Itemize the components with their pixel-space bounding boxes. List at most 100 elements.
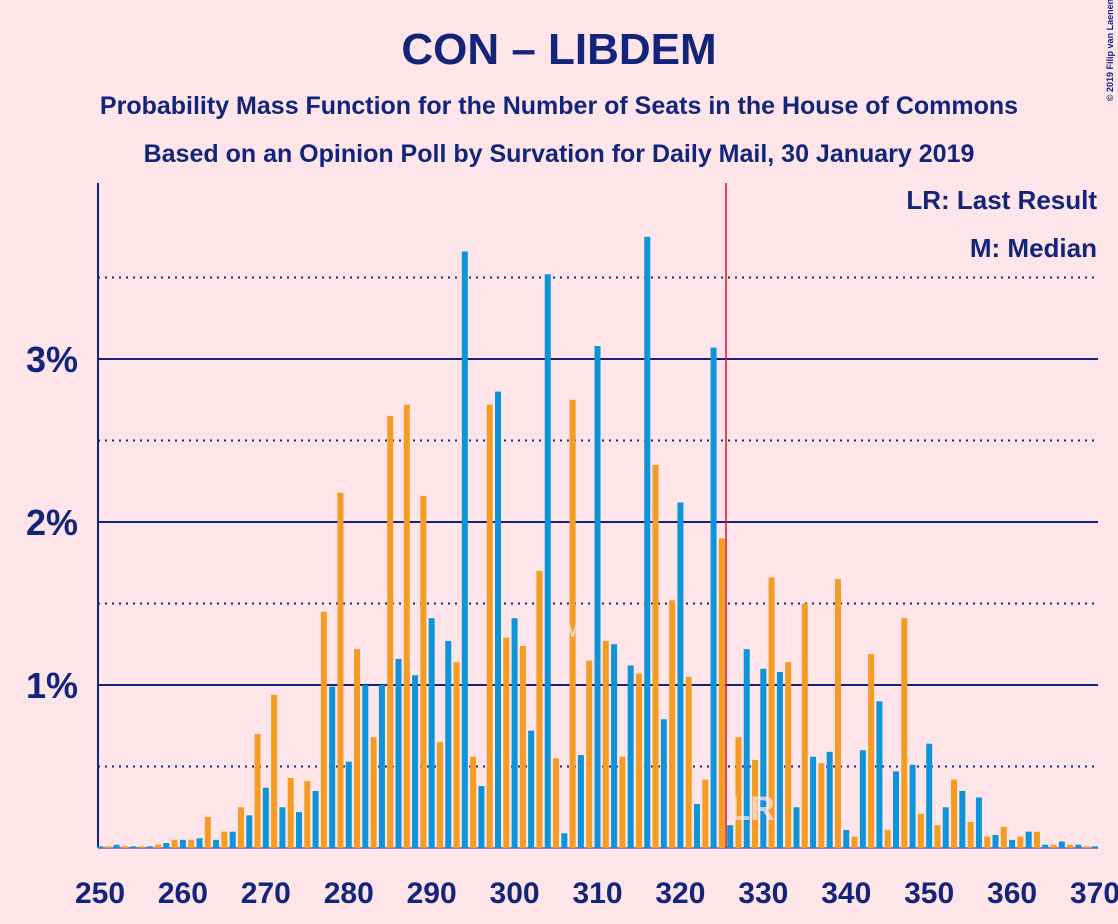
bar <box>1033 831 1040 848</box>
bar <box>196 838 203 848</box>
bar <box>229 831 236 848</box>
legend-entry: M: Median <box>970 233 1097 263</box>
legend-entry: LR: Last Result <box>906 185 1097 215</box>
bar <box>669 600 676 848</box>
chart-subtitle: Probability Mass Function for the Number… <box>100 92 1018 120</box>
bar <box>917 813 924 848</box>
bar <box>660 719 667 848</box>
bar <box>163 843 170 848</box>
bar <box>121 846 128 848</box>
x-tick-label: 250 <box>75 877 125 910</box>
bar <box>826 751 833 848</box>
bar <box>793 807 800 848</box>
x-tick-label: 270 <box>241 877 291 910</box>
bar <box>727 825 734 848</box>
bar <box>97 846 103 848</box>
bar <box>702 779 709 848</box>
bar <box>785 662 792 848</box>
bar <box>718 538 725 848</box>
bar <box>528 730 535 848</box>
bar <box>967 821 974 848</box>
bar <box>237 807 244 848</box>
bar <box>320 611 327 848</box>
bar <box>868 654 875 848</box>
bar <box>345 761 352 848</box>
bar <box>975 797 982 848</box>
bar <box>403 404 410 848</box>
x-tick-label: 350 <box>904 877 954 910</box>
bar <box>1075 844 1082 848</box>
bar <box>155 844 162 848</box>
bar <box>1000 826 1007 848</box>
bar <box>677 502 684 848</box>
bar <box>694 803 700 848</box>
bar <box>130 846 137 848</box>
bar <box>569 399 576 848</box>
bar <box>395 658 402 848</box>
bar <box>470 756 477 848</box>
bar <box>851 836 858 848</box>
bar <box>843 830 850 848</box>
bar <box>519 645 526 848</box>
bar <box>627 665 634 848</box>
bar <box>553 758 560 848</box>
bar <box>262 787 269 848</box>
bar <box>942 807 949 848</box>
bar <box>461 251 468 849</box>
bar <box>254 733 261 848</box>
credit: © 2019 Filip van Laenen <box>1105 0 1115 101</box>
bar <box>959 790 966 848</box>
bar <box>329 686 336 848</box>
bar <box>279 807 286 848</box>
bar <box>213 839 220 848</box>
bar <box>304 781 311 848</box>
bar <box>926 743 933 848</box>
bar <box>1058 841 1065 848</box>
bar <box>619 756 626 848</box>
x-tick-label: 260 <box>158 877 208 910</box>
bar <box>752 759 759 848</box>
bar <box>901 618 908 848</box>
last-result-label: LR <box>730 790 775 828</box>
bar <box>445 641 452 848</box>
chart-title: CON – LIBDEM <box>401 25 716 74</box>
bar <box>909 764 916 848</box>
x-tick-label: 310 <box>572 877 622 910</box>
bar <box>743 649 750 848</box>
bar <box>354 649 361 848</box>
bar <box>378 685 385 848</box>
bar <box>246 815 253 848</box>
bar <box>602 641 609 848</box>
bar <box>984 836 991 848</box>
bar <box>287 777 294 848</box>
bar <box>859 750 866 848</box>
bar <box>370 737 377 848</box>
bar <box>105 846 112 848</box>
bar <box>951 779 958 848</box>
bar <box>412 675 419 848</box>
bar <box>561 833 568 848</box>
bar <box>594 345 601 848</box>
x-tick-label: 360 <box>987 877 1037 910</box>
bar <box>171 839 178 848</box>
bar <box>544 274 551 848</box>
bar <box>992 834 999 848</box>
y-tick-label: 3% <box>26 339 78 380</box>
bar <box>685 676 692 848</box>
median-label: M <box>565 621 580 641</box>
bar <box>113 844 120 848</box>
bar <box>387 416 394 848</box>
bar <box>768 577 775 848</box>
bar <box>611 644 618 848</box>
bar <box>876 701 883 848</box>
x-tick-label: 330 <box>738 877 788 910</box>
bar <box>652 464 659 848</box>
bar <box>420 495 427 848</box>
bar <box>536 570 543 848</box>
bar <box>138 846 145 848</box>
bar <box>486 404 493 848</box>
bar <box>1050 844 1057 848</box>
bar <box>644 236 651 849</box>
bar <box>495 391 501 848</box>
